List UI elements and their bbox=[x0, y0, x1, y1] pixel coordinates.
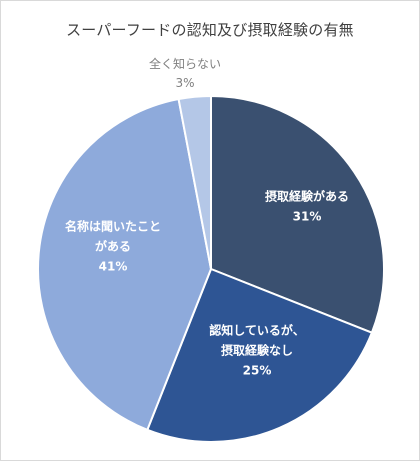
pie-slice-2 bbox=[36, 97, 213, 432]
slice-category-label-1: 摂取経験なし bbox=[221, 343, 293, 358]
slice-value-label-0: 31% bbox=[293, 210, 322, 224]
slice-category-label-2: がある bbox=[95, 239, 131, 254]
pie-slice-1 bbox=[146, 267, 374, 444]
pie-slice-0 bbox=[210, 94, 385, 334]
slice-value-label-3: 3% bbox=[175, 76, 194, 90]
slice-value-label-1: 25% bbox=[243, 364, 272, 378]
slice-value-label-2: 41% bbox=[99, 260, 128, 274]
chart-title: スーパーフードの認知及び摂取経験の有無 bbox=[66, 21, 354, 39]
pie-slice-3 bbox=[177, 94, 212, 270]
slice-category-label-2: 名称は聞いたこと bbox=[65, 219, 161, 234]
slice-category-label-0: 摂取経験がある bbox=[265, 189, 349, 204]
slice-category-label-1: 認知しているが、 bbox=[209, 323, 304, 338]
slice-category-label-3: 全く知らない bbox=[149, 56, 221, 71]
